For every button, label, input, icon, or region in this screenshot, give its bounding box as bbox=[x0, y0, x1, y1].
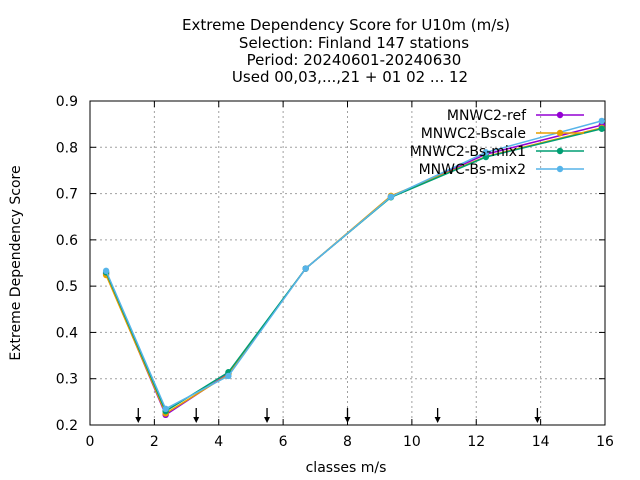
class-marker-arrow-head bbox=[193, 417, 200, 423]
x-tick-label: 12 bbox=[467, 434, 485, 450]
y-tick-label: 0.8 bbox=[56, 140, 78, 156]
x-axis-label: classes m/s bbox=[306, 460, 387, 476]
legend-entry-label: MNWC2-Bs-mix1 bbox=[410, 144, 526, 160]
legend: MNWC2-ref MNWC2-Bscale MNWC2-Bs-mix1 MNWC-B… bbox=[410, 108, 584, 178]
class-marker-arrow-head bbox=[534, 417, 541, 423]
legend-entry-label: MNWC-Bs-mix2 bbox=[419, 162, 526, 178]
class-marker-arrow-head bbox=[434, 417, 441, 423]
legend-entry-marker bbox=[556, 147, 564, 155]
legend-entry-marker bbox=[556, 111, 564, 119]
y-tick-label: 0.9 bbox=[56, 94, 78, 110]
grid bbox=[90, 101, 605, 425]
class-marker-arrow-head bbox=[264, 417, 271, 423]
class-marker-arrow-head bbox=[135, 417, 142, 423]
series-line bbox=[105, 124, 602, 416]
series-line bbox=[105, 127, 602, 415]
legend-entry-label: MNWC2-ref bbox=[447, 108, 527, 124]
series-point bbox=[482, 153, 490, 161]
legend-entry-marker bbox=[556, 129, 564, 137]
title-line-3: Period: 20240601-20240630 bbox=[247, 51, 462, 69]
y-tick-label: 0.3 bbox=[56, 372, 78, 388]
series-point bbox=[387, 193, 395, 201]
axis-ticks: 0 2 4 6 8 10 12 14 16 0.2 0.3 0.4 0.5 0.6 0.7 0.8 0.9 bbox=[56, 94, 614, 450]
y-tick-label: 0.6 bbox=[56, 233, 78, 249]
x-tick-label: 16 bbox=[596, 434, 614, 450]
series-point bbox=[598, 117, 605, 125]
series-point bbox=[162, 405, 169, 412]
series-line bbox=[105, 120, 602, 410]
y-tick-label: 0.4 bbox=[56, 325, 78, 341]
y-axis-label: Extreme Dependency Score bbox=[8, 165, 24, 360]
series-point bbox=[482, 149, 490, 156]
legend-entry-marker bbox=[556, 165, 564, 173]
series-point bbox=[598, 125, 605, 132]
x-tick-label: 6 bbox=[279, 434, 288, 450]
series-1 bbox=[102, 124, 605, 417]
x-tick-label: 4 bbox=[214, 434, 223, 450]
series-point bbox=[102, 267, 110, 275]
series-point bbox=[225, 372, 232, 380]
legend-entry-label: MNWC2-Bscale bbox=[421, 126, 526, 142]
x-tick-label: 14 bbox=[532, 434, 550, 450]
series-2 bbox=[102, 125, 605, 415]
x-tick-label: 8 bbox=[343, 434, 352, 450]
series-line bbox=[105, 128, 602, 413]
x-tick-label: 0 bbox=[86, 434, 95, 450]
title-line-4: Used 00,03,...,21 + 01 02 ... 12 bbox=[232, 68, 468, 86]
y-tick-label: 0.5 bbox=[56, 279, 78, 295]
series-3 bbox=[102, 117, 605, 412]
y-tick-label: 0.7 bbox=[56, 187, 78, 203]
class-marker-arrow-head bbox=[344, 417, 351, 423]
series-lines bbox=[102, 117, 605, 419]
class-markers bbox=[135, 408, 541, 423]
title-line-2: Selection: Finland 147 stations bbox=[239, 34, 469, 52]
series-point bbox=[302, 265, 309, 272]
chart-title: Extreme Dependency Score for U10m (m/s) … bbox=[182, 16, 510, 86]
x-tick-label: 10 bbox=[403, 434, 421, 450]
title-line-1: Extreme Dependency Score for U10m (m/s) bbox=[182, 16, 510, 34]
x-tick-label: 2 bbox=[150, 434, 159, 450]
series-0 bbox=[102, 121, 605, 419]
y-tick-label: 0.2 bbox=[56, 418, 78, 434]
